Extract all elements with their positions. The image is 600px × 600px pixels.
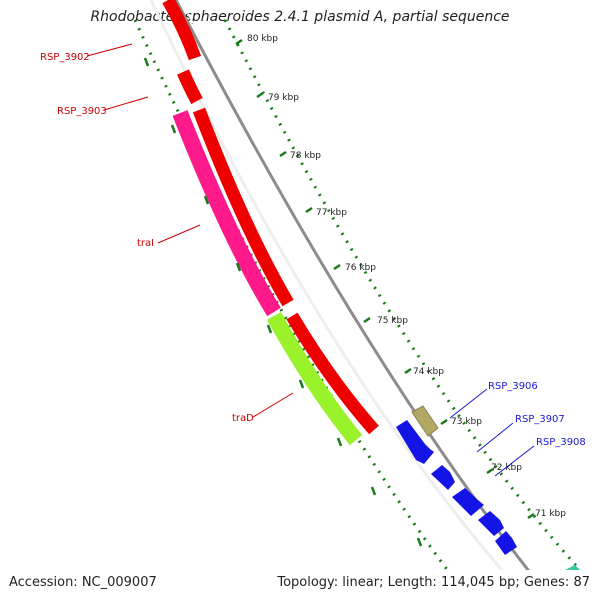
label-traD[interactable]: traD	[232, 392, 294, 424]
backbone-line	[174, 0, 531, 570]
tick-label-77: 77 kbp	[316, 208, 347, 218]
label-RSP_3906[interactable]: RSP_3906	[449, 381, 538, 419]
tick-label-72: 72 kbp	[491, 463, 522, 473]
gene-traI[interactable]	[172, 110, 281, 317]
tick-label-80: 80 kbp	[247, 34, 278, 44]
svg-text:RSP_3907: RSP_3907	[515, 414, 565, 425]
topology-text: Topology: linear; Length: 114,045 bp; Ge…	[277, 575, 590, 590]
inner-tick-marks	[143, 57, 423, 547]
backbone-highlight	[180, 0, 535, 570]
tick-label-76: 76 kbp	[345, 263, 376, 273]
tick-label-74: 74 kbp	[413, 367, 444, 377]
svg-text:traI: traI	[137, 238, 154, 249]
gene-RSP_3907[interactable]	[396, 420, 434, 464]
gene-teal[interactable]	[555, 565, 590, 590]
gene-blue-4[interactable]	[452, 488, 484, 516]
tick-marks	[235, 38, 535, 520]
svg-text:RSP_3902: RSP_3902	[40, 52, 90, 63]
label-RSP_3903[interactable]: RSP_3903	[57, 96, 149, 117]
gene-red-3[interactable]	[192, 107, 294, 307]
gene-red-4[interactable]	[286, 312, 379, 435]
svg-text:RSP_3906: RSP_3906	[488, 381, 538, 392]
map-title: Rhodobacter sphaeroides 2.4.1 plasmid A,…	[90, 9, 510, 25]
inner-shadow-line	[149, 0, 504, 570]
label-RSP_3908[interactable]: RSP_3908	[494, 437, 586, 477]
tick-label-71: 71 kbp	[535, 509, 566, 519]
svg-text:RSP_3903: RSP_3903	[57, 106, 107, 117]
accession-text: Accession: NC_009007	[9, 575, 157, 590]
tick-label-79: 79 kbp	[268, 93, 299, 103]
gene-RSP_3906[interactable]	[411, 405, 439, 437]
tick-label-73: 73 kbp	[451, 417, 482, 427]
label-traI[interactable]: traI	[137, 224, 201, 249]
gene-traD[interactable]	[267, 312, 363, 446]
tick-label-75: 75 kbp	[377, 316, 408, 326]
gene-blue-6[interactable]	[495, 531, 517, 555]
svg-text:traD: traD	[232, 413, 254, 424]
gene-RSP_3903[interactable]	[177, 69, 203, 105]
label-RSP_3902[interactable]: RSP_3902	[40, 43, 133, 63]
gene-blue-5[interactable]	[478, 511, 504, 536]
tick-dotted-line-inner	[133, 19, 450, 570]
svg-text:RSP_3908: RSP_3908	[536, 437, 586, 448]
gene-RSP_3908[interactable]	[431, 465, 455, 490]
tick-label-78: 78 kbp	[290, 151, 321, 161]
label-RSP_3907[interactable]: RSP_3907	[476, 414, 565, 453]
gene-RSP_3902[interactable]	[162, 0, 202, 61]
